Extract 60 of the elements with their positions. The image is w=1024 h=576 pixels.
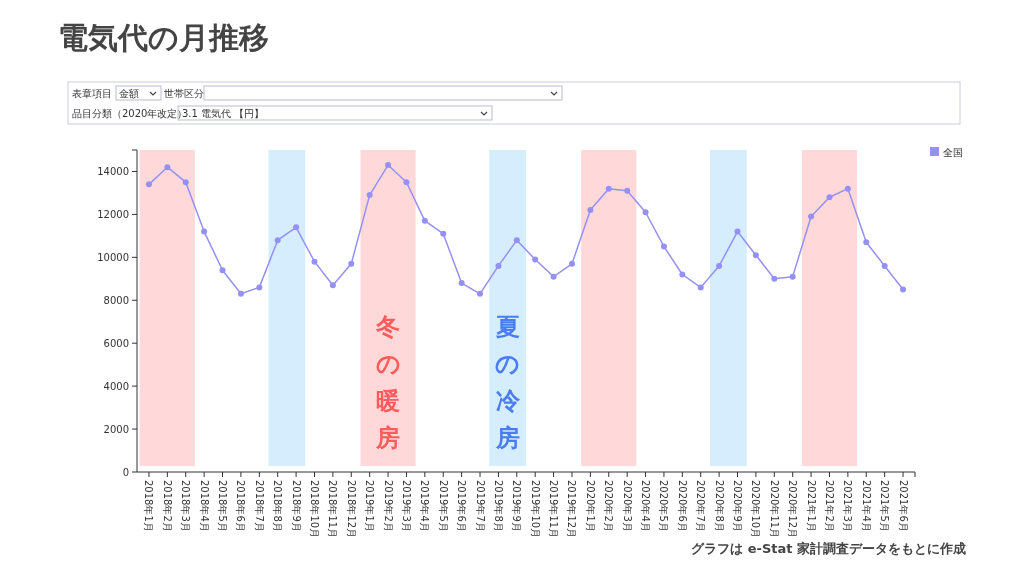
x-tick-label: 2020年10月: [750, 480, 762, 539]
x-tick-label: 2019年11月: [548, 480, 560, 539]
x-tick-label: 2020年3月: [621, 480, 633, 532]
x-tick-label: 2018年7月: [253, 480, 265, 532]
y-tick-label: 8000: [103, 294, 129, 306]
y-tick-label: 12000: [97, 208, 129, 220]
text: 世帯区分: [164, 88, 204, 99]
text: 3.1 電気代 【円】: [182, 108, 265, 119]
legend: 全国: [930, 146, 963, 158]
y-tick-label: 6000: [103, 337, 129, 349]
y-tick-label: 0: [122, 466, 129, 478]
x-tick-label: 2020年2月: [603, 480, 615, 532]
x-tick-label: 2019年10月: [529, 480, 541, 539]
x-tick-label: 2018年2月: [161, 480, 173, 532]
band-label: 冬の暖房: [375, 313, 401, 452]
x-tick-label: 2019年6月: [456, 480, 468, 532]
x-tick-label: 2019年2月: [382, 480, 394, 532]
text: 金額: [119, 88, 139, 99]
x-tick-label: 2021年4月: [860, 480, 872, 532]
legend-label: 全国: [943, 146, 963, 158]
x-tick-label: 2019年4月: [419, 480, 431, 532]
y-tick-label: 2000: [103, 423, 129, 435]
x-tick-label: 2018年11月: [327, 480, 339, 539]
x-tick-label: 2020年8月: [713, 480, 725, 532]
x-tick-label: 2021年3月: [842, 480, 854, 532]
x-tick-label: 2018年1月: [143, 480, 155, 532]
x-tick-label: 2018年5月: [217, 480, 229, 532]
y-tick-label: 10000: [97, 251, 129, 263]
x-tick-label: 2020年5月: [658, 480, 670, 532]
y-tick-label: 14000: [97, 165, 129, 177]
x-tick-label: 2021年1月: [805, 480, 817, 532]
x-tick-label: 2018年8月: [272, 480, 284, 532]
x-tick-label: 2020年11月: [768, 480, 780, 539]
x-tick-label: 2020年9月: [732, 480, 744, 532]
x-tick-label: 2019年7月: [474, 480, 486, 532]
x-tick-label: 2020年1月: [584, 480, 596, 532]
x-tick-label: 2020年7月: [695, 480, 707, 532]
text: グラフは e-Stat 家計調査データをもとに作成: [691, 541, 966, 556]
chart-title: 電気代の月推移: [58, 20, 269, 55]
x-tick-label: 2019年3月: [400, 480, 412, 532]
x-tick-label: 2021年6月: [897, 480, 909, 532]
x-tick-label: 2019年1月: [364, 480, 376, 532]
y-tick-label: 4000: [103, 380, 129, 392]
x-tick-label: 2018年10月: [308, 480, 320, 539]
x-tick-label: 2020年12月: [787, 480, 799, 539]
x-tick-label: 2021年2月: [823, 480, 835, 532]
x-tick-label: 2018年9月: [290, 480, 302, 532]
x-tick-label: 2019年12月: [566, 480, 578, 539]
x-tick-label: 2018年6月: [235, 480, 247, 532]
x-tick-label: 2021年5月: [879, 480, 891, 532]
x-tick-label: 2019年9月: [511, 480, 523, 532]
x-tick-label: 2019年8月: [492, 480, 504, 532]
x-tick-label: 2020年6月: [676, 480, 688, 532]
band-label: 夏の冷房: [495, 313, 521, 452]
x-tick-label: 2020年4月: [640, 480, 652, 532]
text: 表章項目: [72, 88, 112, 99]
x-tick-label: 2018年3月: [180, 480, 192, 532]
x-tick-label: 2019年5月: [437, 480, 449, 532]
x-tick-label: 2018年4月: [198, 480, 210, 532]
x-tick-label: 2018年12月: [345, 480, 357, 539]
